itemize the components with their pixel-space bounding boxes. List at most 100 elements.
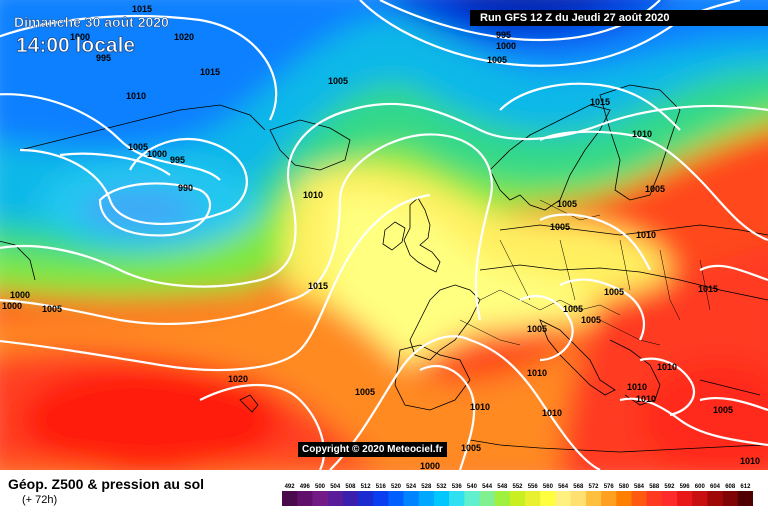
isobar-label: 1000 xyxy=(147,149,167,159)
scale-label: 524 xyxy=(406,484,417,490)
scale-label: 580 xyxy=(619,484,630,490)
isobar-label: 1000 xyxy=(70,32,90,42)
scale-label: 592 xyxy=(664,484,675,490)
isobar-labels: 1015 1020 1010 1005 1000 995 990 995 100… xyxy=(2,4,760,470)
scale-swatch xyxy=(373,491,389,506)
isobar-label: 1010 xyxy=(303,190,323,200)
scale-label: 612 xyxy=(740,484,751,490)
copyright-notice: Copyright © 2020 Meteociel.fr xyxy=(298,442,447,457)
isobar-label: 1010 xyxy=(627,382,647,392)
scale-label: 568 xyxy=(573,484,584,490)
isobar-label: 1005 xyxy=(461,443,481,453)
product-title: Géop. Z500 & pression au sol xyxy=(8,476,205,492)
scale-label: 528 xyxy=(421,484,432,490)
isobar-label: 1010 xyxy=(740,456,760,466)
scale-swatch xyxy=(555,491,571,506)
scale-label: 536 xyxy=(452,484,463,490)
scale-label: 564 xyxy=(558,484,569,490)
isobar-label: 1010 xyxy=(657,362,677,372)
isobar-label: 1005 xyxy=(487,55,507,65)
isobar-label: 1005 xyxy=(527,324,547,334)
isobar-label: 1005 xyxy=(645,184,665,194)
scale-swatch xyxy=(722,491,739,506)
scale-label: 604 xyxy=(710,484,721,490)
geopotential-field xyxy=(0,0,768,470)
scale-swatch xyxy=(585,491,602,506)
isobar-label: 1010 xyxy=(542,408,562,418)
scale-label: 556 xyxy=(528,484,539,490)
isobar-label: 1020 xyxy=(228,374,248,384)
color-scale: 492 496 500 504 508 512 516 520 524 528 532 536 540 5… xyxy=(282,484,753,506)
scale-label: 504 xyxy=(330,484,341,490)
isobar-label: 1010 xyxy=(470,402,490,412)
scale-swatch xyxy=(342,491,359,506)
isobar-label: 1005 xyxy=(42,304,62,314)
isobar-label: 990 xyxy=(178,183,193,193)
isobar-label: 1015 xyxy=(308,281,328,291)
scale-label: 572 xyxy=(588,484,599,490)
model-run-label: Run GFS 12 Z du Jeudi 27 août 2020 xyxy=(470,10,768,26)
isobar-label: 1020 xyxy=(174,32,194,42)
isobar-label: 1010 xyxy=(636,230,656,240)
scale-swatch xyxy=(570,491,587,506)
scale-swatch xyxy=(479,491,495,506)
isobar-label: 1005 xyxy=(328,76,348,86)
isobar-label: 1010 xyxy=(636,394,656,404)
isobar-label: 995 xyxy=(170,155,185,165)
scale-label: 588 xyxy=(649,484,660,490)
isobar-label: 1000 xyxy=(420,461,440,470)
scale-swatch xyxy=(525,491,541,506)
scale-label: 500 xyxy=(315,484,326,490)
isobar-label: 1015 xyxy=(698,284,718,294)
isobar-label: 1015 xyxy=(200,67,220,77)
scale-label: 560 xyxy=(543,484,554,490)
scale-label: 516 xyxy=(376,484,387,490)
scale-swatch xyxy=(601,491,617,506)
isobar-label: 1010 xyxy=(527,368,547,378)
scale-swatch xyxy=(297,491,313,506)
scale-label: 608 xyxy=(725,484,736,490)
isobar-label: 995 xyxy=(496,30,511,40)
scale-label: 540 xyxy=(467,484,478,490)
scale-label: 576 xyxy=(604,484,615,490)
scale-label: 596 xyxy=(680,484,691,490)
scale-swatch xyxy=(661,491,678,506)
scale-swatch xyxy=(707,491,723,506)
forecast-map: 1015 1020 1010 1005 1000 995 990 995 100… xyxy=(0,0,768,470)
forecast-time: 14:00 locale xyxy=(16,34,136,58)
scale-label: 512 xyxy=(361,484,372,490)
scale-swatch xyxy=(540,491,556,506)
scale-swatch xyxy=(631,491,647,506)
isobar-label: 1010 xyxy=(632,129,652,139)
scale-label: 492 xyxy=(285,484,296,490)
scale-label: 544 xyxy=(482,484,493,490)
scale-label: 548 xyxy=(497,484,508,490)
scale-swatch xyxy=(677,491,693,506)
isobar-label: 1005 xyxy=(604,287,624,297)
isobar-label: 1005 xyxy=(550,222,570,232)
isobar-label: 1015 xyxy=(132,4,152,14)
scale-swatch xyxy=(433,491,450,506)
isobar-label: 1005 xyxy=(128,142,148,152)
isobar-label: 1005 xyxy=(557,199,577,209)
scale-swatch xyxy=(282,491,298,506)
isobar-label: 1000 xyxy=(496,41,516,51)
isobar-label: 1000 xyxy=(10,290,30,300)
isobar-label: 1010 xyxy=(126,91,146,101)
isobar-label: 995 xyxy=(96,53,111,63)
scale-swatch xyxy=(388,491,404,506)
isobar-label: 1005 xyxy=(713,405,733,415)
scale-label: 552 xyxy=(512,484,523,490)
scale-swatch xyxy=(358,491,374,506)
scale-swatch xyxy=(494,491,511,506)
scale-swatch xyxy=(692,491,708,506)
scale-label: 508 xyxy=(345,484,356,490)
scale-swatch xyxy=(464,491,480,506)
scale-label: 600 xyxy=(695,484,706,490)
forecast-date: Dimanche 30 août 2020 xyxy=(14,14,169,31)
scale-swatch xyxy=(737,491,753,506)
scale-label: 496 xyxy=(300,484,311,490)
isobar-label: 1005 xyxy=(563,304,583,314)
isobar-label: 1005 xyxy=(581,315,601,325)
